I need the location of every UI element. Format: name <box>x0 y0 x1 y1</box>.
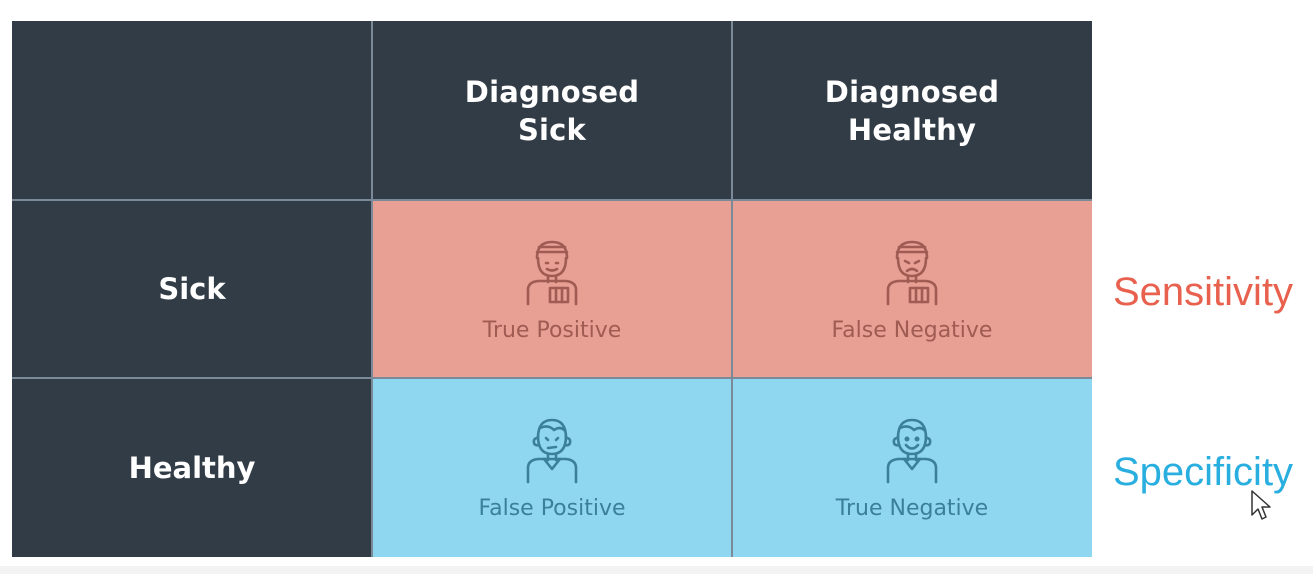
happy-person-icon <box>886 418 938 484</box>
col-header-line1: Diagnosed <box>824 74 1000 109</box>
mouse-cursor-icon <box>1251 490 1271 520</box>
bottom-strip <box>0 566 1313 574</box>
cell-label: True Negative <box>835 496 989 521</box>
row-header-label: Healthy <box>128 450 256 485</box>
col-header-diagnosed-sick: Diagnosed Sick <box>372 21 732 200</box>
cell-label: True Positive <box>482 317 622 343</box>
grid-line <box>12 199 1092 201</box>
specificity-label: Specificity <box>1113 450 1294 494</box>
cell-true-negative: True Negative <box>732 378 1092 557</box>
grid-line <box>731 21 733 557</box>
confusion-matrix: Diagnosed Sick Diagnosed Healthy Sick He… <box>12 21 1092 557</box>
grid-line <box>12 377 1092 379</box>
worried-person-icon <box>526 418 578 484</box>
cell-label: False Positive <box>478 496 626 521</box>
sick-person-icon <box>526 240 578 305</box>
sensitivity-label: Sensitivity <box>1113 270 1294 314</box>
sad-sick-person-icon <box>886 240 938 305</box>
col-header-diagnosed-healthy: Diagnosed Healthy <box>732 21 1092 200</box>
row-header-sick: Sick <box>12 200 372 378</box>
cell-false-positive: False Positive <box>372 378 732 557</box>
cell-true-positive: True Positive <box>372 200 732 378</box>
cell-label: False Negative <box>831 317 993 343</box>
col-header-line2: Sick <box>517 112 587 147</box>
col-header-line1: Diagnosed <box>464 74 640 109</box>
grid-line <box>371 21 373 557</box>
row-header-healthy: Healthy <box>12 378 372 557</box>
cell-false-negative: False Negative <box>732 200 1092 378</box>
empty-corner-cell <box>12 21 372 200</box>
row-header-label: Sick <box>158 272 226 306</box>
col-header-line2: Healthy <box>847 112 977 147</box>
